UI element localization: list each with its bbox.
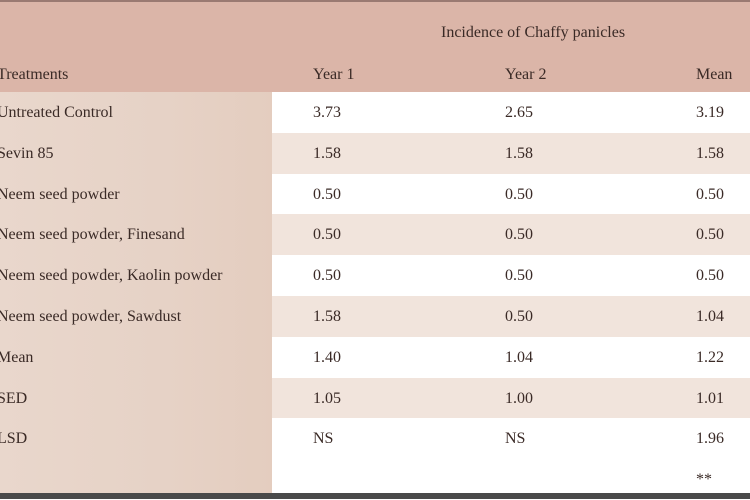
year1-cell: 1.05: [313, 389, 341, 407]
treatment-cell: LSD: [0, 430, 28, 448]
table-row: SED 1.05 1.00 1.01: [0, 377, 750, 419]
column-header-year1: Year 1: [313, 66, 355, 83]
year2-cell: 1.00: [505, 389, 533, 407]
year1-cell: 1.58: [313, 307, 341, 325]
table-body: Untreated Control 3.73 2.65 3.19 Sevin 8…: [0, 92, 750, 500]
table-row: Untreated Control 3.73 2.65 3.19: [0, 92, 750, 133]
treatment-cell: Mean: [0, 348, 34, 366]
table-row: Neem seed powder 0.50 0.50 0.50: [0, 174, 750, 215]
year1-cell: 1.40: [313, 348, 341, 366]
table-row: Mean 1.40 1.04 1.22: [0, 337, 750, 378]
year1-cell: 0.50: [313, 267, 341, 285]
table-row: Neem seed powder, Sawdust 1.58 0.50 1.04: [0, 295, 750, 337]
mean-cell: 0.50: [696, 267, 724, 285]
year2-cell: 1.58: [505, 144, 533, 162]
treatment-cell: SED: [0, 389, 28, 407]
table-header: Incidence of Chaffy panicles Treatments …: [0, 2, 750, 92]
treatment-cell: Neem seed powder, Finesand: [0, 226, 185, 244]
year2-cell: 0.50: [505, 307, 533, 325]
mean-cell: 1.96: [696, 430, 724, 448]
mean-cell: 1.58: [696, 144, 724, 162]
treatment-cell: Untreated Control: [0, 104, 113, 121]
table-top-border: [0, 0, 750, 2]
treatment-cell: Neem seed powder, Kaolin powder: [0, 267, 223, 285]
significance-marker: **: [696, 471, 712, 489]
table-bottom-border: [0, 493, 750, 499]
table-row: Neem seed powder, Finesand 0.50 0.50 0.5…: [0, 214, 750, 256]
column-header-year2: Year 2: [505, 66, 547, 83]
mean-cell: 1.04: [696, 307, 724, 325]
treatments-column-background: [0, 92, 272, 494]
treatment-cell: Neem seed powder: [0, 185, 120, 203]
table-row: **: [0, 459, 750, 500]
year1-cell: NS: [313, 430, 334, 448]
mean-cell: 1.22: [696, 348, 724, 366]
group-header-title: Incidence of Chaffy panicles: [441, 24, 626, 41]
column-header-treatments: Treatments: [0, 66, 69, 83]
year2-cell: 0.50: [505, 267, 533, 285]
treatment-cell: Neem seed powder, Sawdust: [0, 307, 182, 325]
table-row: Sevin 85 1.58 1.58 1.58: [0, 132, 750, 174]
year1-cell: 1.58: [313, 144, 341, 162]
year1-cell: 0.50: [313, 185, 341, 203]
column-header-mean: Mean: [696, 66, 733, 83]
mean-cell: 0.50: [696, 226, 724, 244]
treatment-cell: Sevin 85: [0, 144, 54, 162]
mean-cell: 1.01: [696, 389, 724, 407]
mean-cell: 0.50: [696, 185, 724, 203]
year2-cell: 1.04: [505, 348, 533, 366]
year2-cell: 2.65: [505, 104, 533, 121]
year2-cell: NS: [505, 430, 526, 448]
table-row: LSD NS NS 1.96: [0, 418, 750, 459]
table-row: Neem seed powder, Kaolin powder 0.50 0.5…: [0, 255, 750, 296]
year1-cell: 3.73: [313, 104, 341, 121]
year1-cell: 0.50: [313, 226, 341, 244]
year2-cell: 0.50: [505, 226, 533, 244]
mean-cell: 3.19: [696, 104, 724, 121]
year2-cell: 0.50: [505, 185, 533, 203]
